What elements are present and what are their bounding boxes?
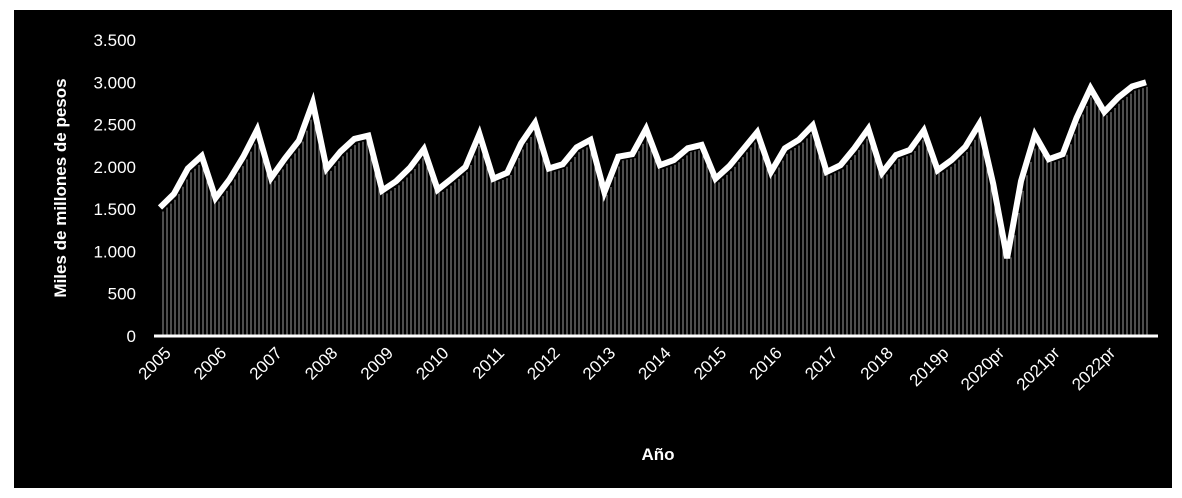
x-tick-label: 2005 xyxy=(135,343,175,383)
x-tick-label: 2017 xyxy=(801,343,841,383)
x-tick-label: 2016 xyxy=(746,343,786,383)
x-tick-label: 2010 xyxy=(412,343,452,383)
x-tick-label: 2015 xyxy=(690,343,730,383)
x-tick-label: 2013 xyxy=(579,343,619,383)
chart-frame: 0 500 1.000 1.500 2.000 2.500 3.000 3.500 2005 2… xyxy=(14,10,1172,488)
x-tick-label: 2012 xyxy=(523,343,563,383)
x-tick-label: 2021pr xyxy=(1013,343,1064,394)
x-tick-label: 2018 xyxy=(857,343,897,383)
x-tick-label: 2022pr xyxy=(1068,343,1119,394)
x-tick-label: 2011 xyxy=(469,343,508,382)
x-tick-label: 2007 xyxy=(246,343,286,383)
y-tick-label: 3.000 xyxy=(93,73,136,92)
x-tick-label: 2009 xyxy=(357,343,397,383)
y-tick-label: 0 xyxy=(127,327,136,346)
y-tick-label: 3.500 xyxy=(93,31,136,50)
x-tick-label: 2019p xyxy=(906,343,953,390)
y-tick-label: 2.500 xyxy=(93,116,136,135)
x-axis-title: Año xyxy=(641,445,674,464)
y-tick-label: 500 xyxy=(108,285,136,304)
y-axis-title: Miles de millones de pesos xyxy=(51,78,70,297)
area-fill-hatch xyxy=(162,86,1148,336)
x-tick-label: 2008 xyxy=(301,343,341,383)
y-axis-tick-labels: 0 500 1.000 1.500 2.000 2.500 3.000 3.500 xyxy=(93,31,136,346)
y-tick-label: 2.000 xyxy=(93,158,136,177)
x-tick-label: 2020pr xyxy=(957,343,1008,394)
x-axis-tick-labels: 2005 2006 2007 2008 2009 2010 2011 2012 2013 2014… xyxy=(135,343,1120,394)
series-line xyxy=(157,79,1147,259)
x-tick-label: 2014 xyxy=(635,343,675,383)
y-tick-label: 1.000 xyxy=(93,242,136,261)
y-tick-label: 1.500 xyxy=(93,200,136,219)
x-tick-label: 2006 xyxy=(190,343,230,383)
